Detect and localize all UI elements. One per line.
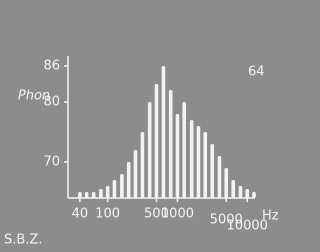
- bar: [224, 168, 228, 198]
- x-tick-label: 100: [95, 207, 120, 222]
- bar: [106, 186, 110, 198]
- bar: [239, 186, 243, 198]
- y-tick-label: 86: [43, 59, 60, 74]
- bar: [203, 132, 207, 198]
- bar: [210, 144, 214, 198]
- bar: [99, 189, 103, 198]
- bar: [218, 156, 222, 198]
- y-tick-label: 70: [43, 155, 60, 170]
- bar: [155, 84, 159, 198]
- bar: [78, 192, 82, 198]
- x-tick-label: 40: [72, 207, 89, 222]
- bar: [148, 102, 152, 198]
- page: 64 Phon Hz S.B.Z. 7080864010050010005000…: [0, 0, 320, 252]
- caption: S.B.Z.: [4, 233, 42, 248]
- bar: [245, 189, 249, 198]
- bar: [92, 192, 96, 198]
- bar: [190, 120, 194, 198]
- bar: [134, 150, 138, 198]
- bar: [85, 192, 89, 198]
- annotation: 64: [248, 65, 265, 80]
- bar: [127, 162, 131, 198]
- bar: [176, 114, 180, 198]
- bar: [141, 132, 145, 198]
- bar: [252, 192, 256, 198]
- bar: [113, 180, 117, 198]
- x-tick-label: 1000: [161, 207, 194, 222]
- x-tick-label: 10000: [227, 219, 268, 234]
- bar: [162, 66, 166, 198]
- bar: [197, 126, 201, 198]
- bar: [169, 90, 173, 198]
- bar: [231, 180, 235, 198]
- bar: [120, 174, 124, 198]
- y-tick-label: 80: [43, 95, 60, 110]
- bar: [182, 102, 186, 198]
